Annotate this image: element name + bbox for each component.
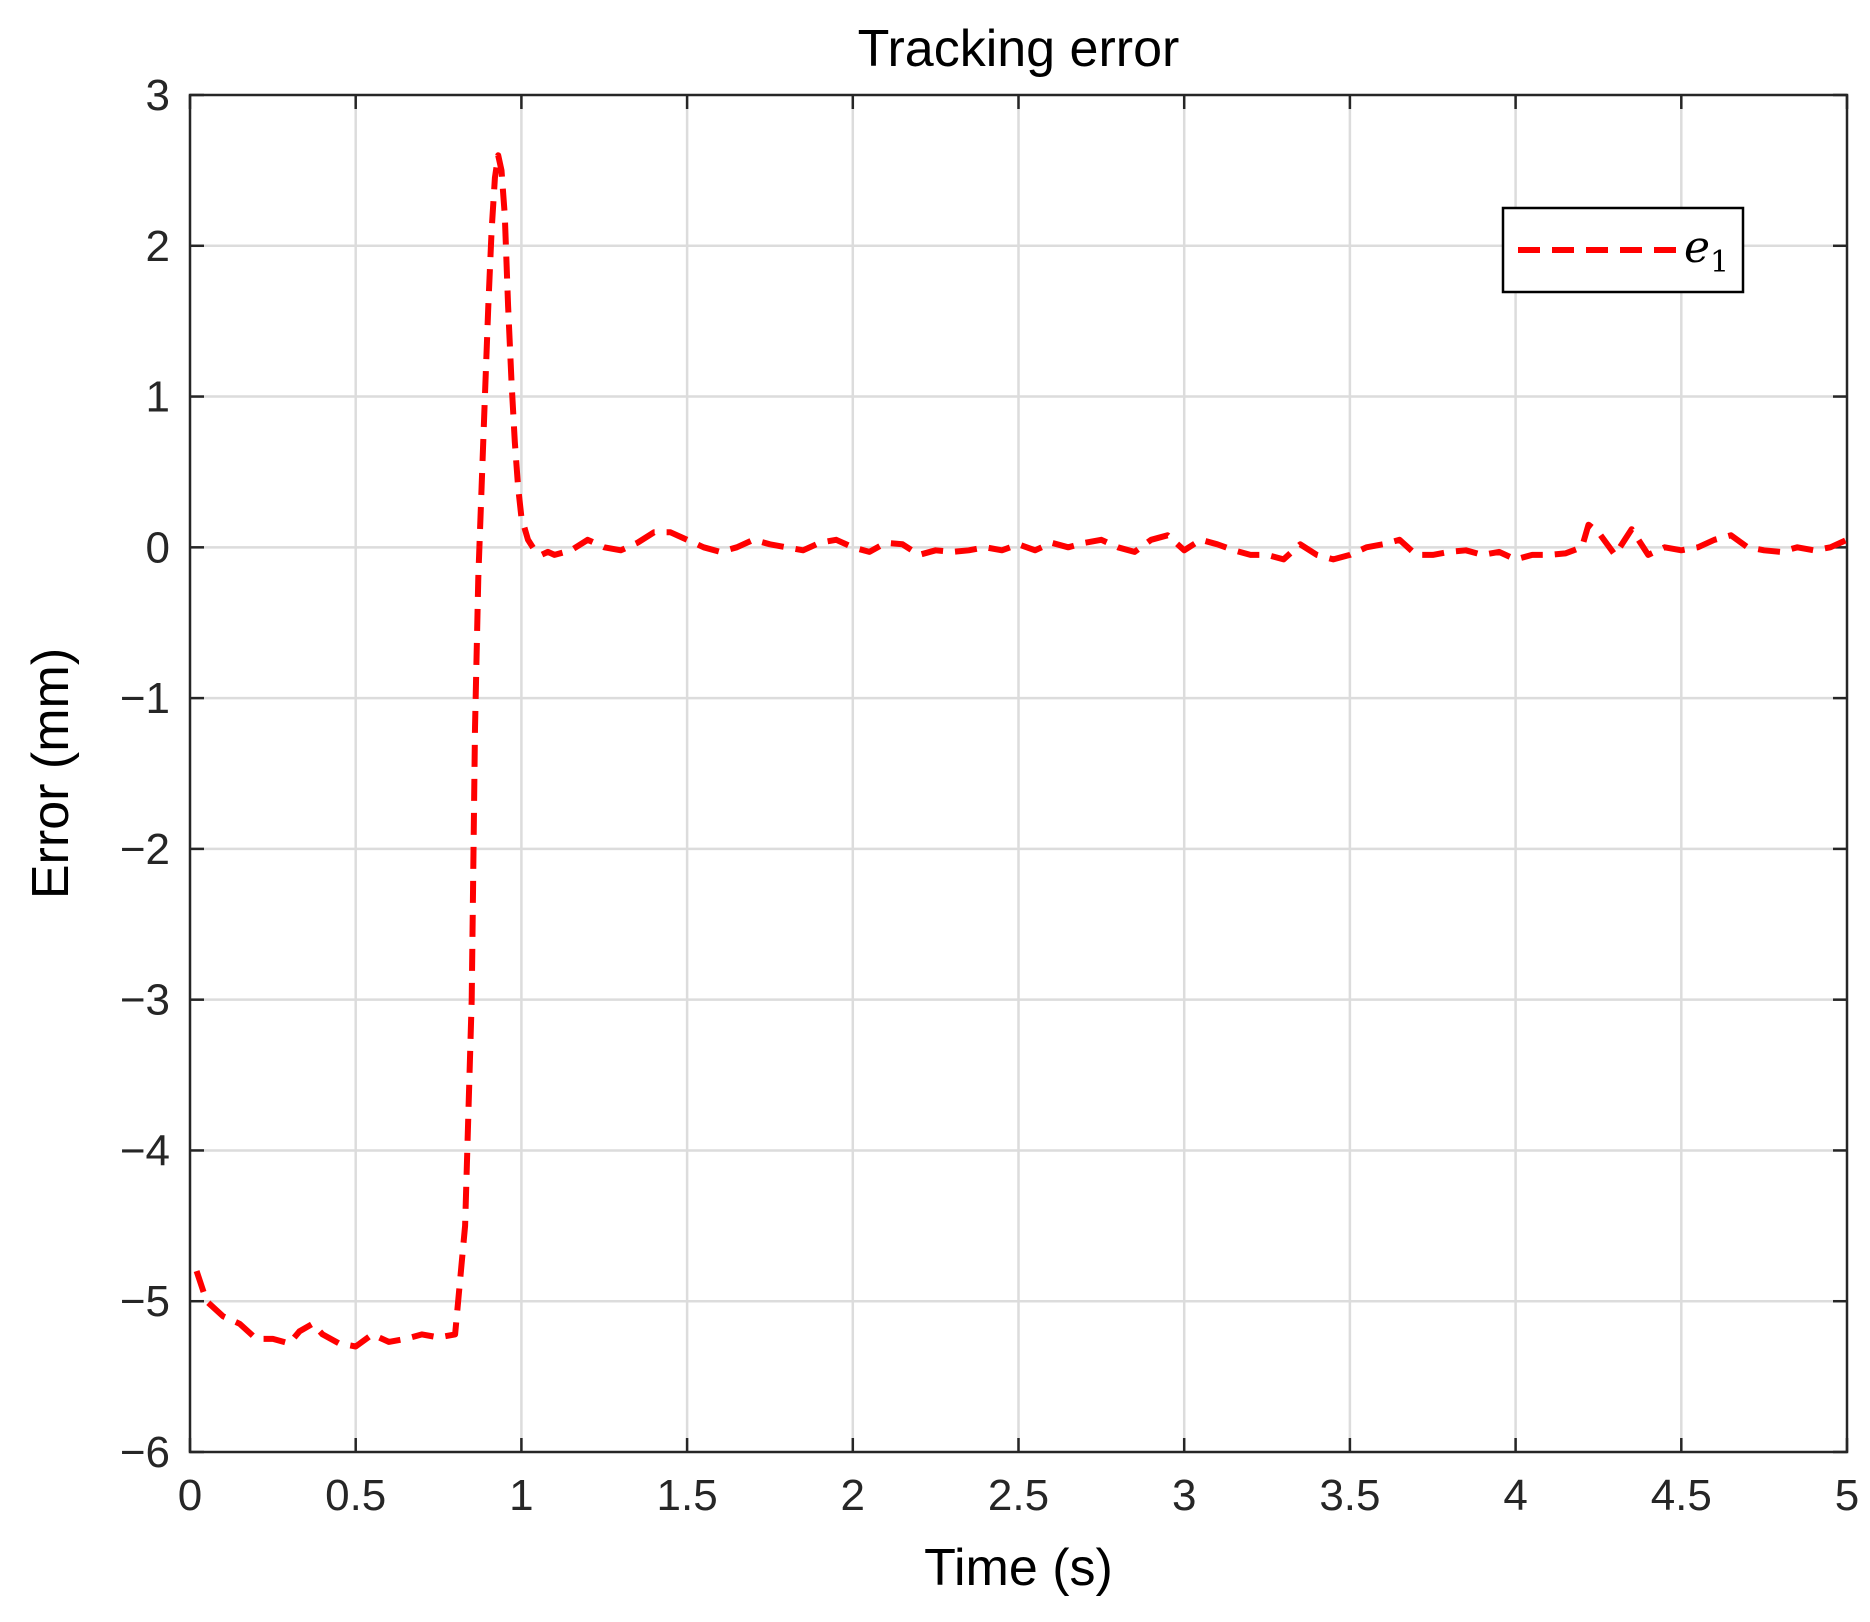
x-tick-labels: 0 0.5 1 1.5 2 2.5 3 3.5 4 4.5 5 xyxy=(178,1471,1859,1520)
grid xyxy=(190,95,1847,1452)
axis-ticks xyxy=(188,93,1849,1454)
y-tick-label: −2 xyxy=(120,825,170,874)
x-axis-title: Time (s) xyxy=(924,1539,1113,1597)
x-tick-label: 3 xyxy=(1172,1471,1196,1520)
x-tick-label: 5 xyxy=(1835,1471,1859,1520)
y-tick-label: −1 xyxy=(120,674,170,723)
y-tick-label: −5 xyxy=(120,1277,170,1326)
series-layer xyxy=(193,152,1849,1350)
y-tick-label: −4 xyxy=(120,1126,170,1175)
chart-title: Tracking error xyxy=(858,20,1180,78)
legend-label-subscript: 1 xyxy=(1710,245,1729,280)
x-tick-label: 2.5 xyxy=(988,1471,1049,1520)
x-tick-label: 3.5 xyxy=(1319,1471,1380,1520)
legend-label-e1: e1 xyxy=(1684,222,1729,280)
x-tick-label: 2 xyxy=(841,1471,865,1520)
y-tick-label: 1 xyxy=(146,373,170,422)
legend: e1 xyxy=(1501,206,1745,294)
y-tick-label: 0 xyxy=(146,523,170,572)
x-tick-label: 1 xyxy=(509,1471,533,1520)
x-tick-label: 4 xyxy=(1503,1471,1527,1520)
y-tick-labels: −6 −5 −4 −3 −2 −1 0 1 2 3 xyxy=(120,71,170,1477)
y-tick-label: 2 xyxy=(146,222,170,271)
x-tick-label: 0 xyxy=(178,1471,202,1520)
x-tick-label: 1.5 xyxy=(657,1471,718,1520)
y-axis-title: Error (mm) xyxy=(22,648,80,899)
x-tick-label: 4.5 xyxy=(1651,1471,1712,1520)
y-tick-label: 3 xyxy=(146,71,170,120)
y-tick-label: −3 xyxy=(120,976,170,1025)
series-line-e1 xyxy=(193,152,1849,1350)
legend-label-main: e xyxy=(1684,222,1710,273)
y-tick-label: −6 xyxy=(120,1428,170,1477)
x-tick-label: 0.5 xyxy=(325,1471,386,1520)
